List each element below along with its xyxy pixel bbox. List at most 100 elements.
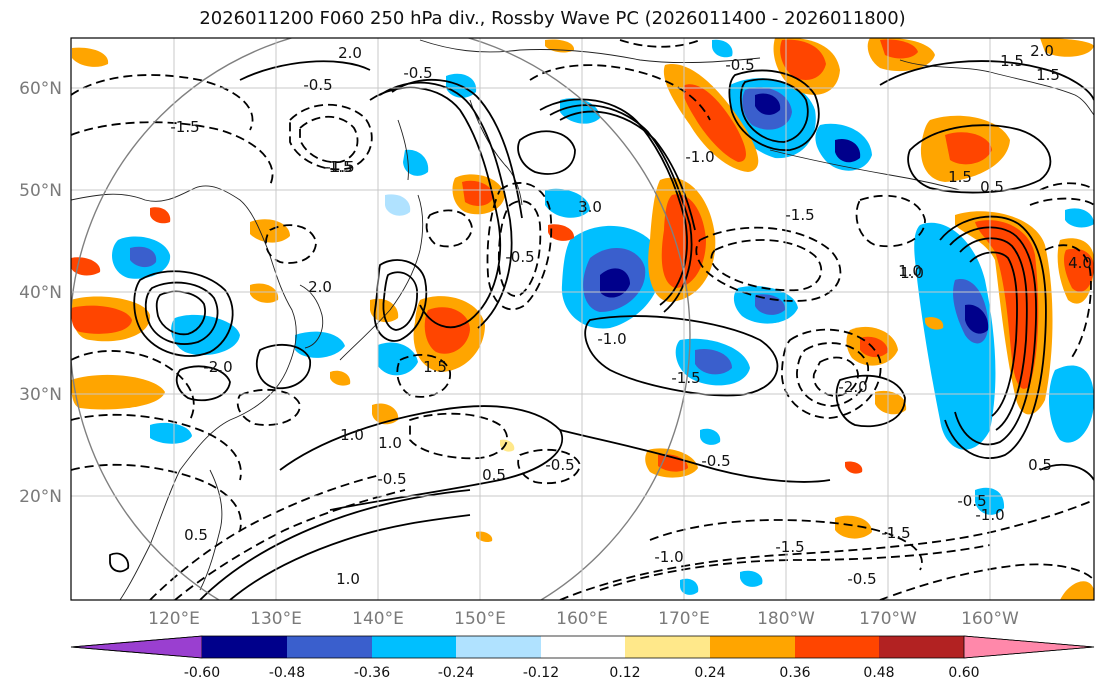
shade-neg-patch bbox=[680, 578, 699, 595]
coastline-korea bbox=[299, 284, 324, 349]
contour-label: -0.5 bbox=[847, 570, 876, 588]
shade-neg-patch bbox=[130, 246, 157, 268]
lat-axis: 60°N 50°N 40°N 30°N 20°N bbox=[19, 79, 62, 507]
contour-negative bbox=[559, 499, 1094, 600]
colorbar-label: 0.24 bbox=[694, 665, 725, 681]
contour-negative bbox=[1044, 244, 1092, 361]
contour-negative bbox=[710, 239, 823, 292]
contour-label: -2.0 bbox=[203, 358, 232, 376]
shade-neg-patch bbox=[965, 304, 989, 334]
contour-label: 1.0 bbox=[336, 570, 360, 588]
colorbar-label: 0.48 bbox=[863, 665, 894, 681]
contour-label: 3.0 bbox=[578, 198, 602, 216]
contour-positive bbox=[133, 270, 234, 357]
shade-pos-patch bbox=[72, 47, 109, 67]
contour-positive bbox=[879, 60, 1094, 101]
colorbar-segment bbox=[625, 636, 710, 658]
colorbar-outline bbox=[70, 635, 1095, 659]
colorbar-segment bbox=[541, 636, 625, 658]
contour-positive bbox=[109, 552, 130, 573]
shade-pos-patch bbox=[925, 317, 944, 330]
contour-label-layer: -0.5 -1.5 2.0 -0.5 -1.5 3.0 -1.0 -0.5 -1… bbox=[170, 42, 1092, 588]
shade-pos-patch bbox=[835, 515, 872, 539]
contour-label: 0.5 bbox=[980, 178, 1004, 196]
lon-tick: 170°W bbox=[859, 609, 917, 629]
contour-negative bbox=[299, 115, 359, 164]
shade-neg-patch bbox=[914, 222, 996, 450]
contour-label: -1.0 bbox=[654, 548, 683, 566]
contour-label: -1.5 bbox=[323, 158, 352, 176]
shade-neg-patch bbox=[755, 93, 781, 115]
contour-negative bbox=[649, 519, 923, 571]
shade-pos-patch bbox=[548, 224, 575, 241]
contour-label: 1.5 bbox=[948, 168, 972, 186]
contour-negative bbox=[71, 463, 242, 531]
shade-neg-patch bbox=[700, 428, 721, 445]
contour-positive bbox=[728, 69, 820, 151]
contour-negative bbox=[236, 388, 301, 426]
contour-positive bbox=[155, 290, 206, 336]
shade-neg-patch bbox=[378, 342, 418, 376]
contour-label: -1.5 bbox=[881, 524, 910, 542]
colorbar-min-extend bbox=[70, 635, 203, 659]
contour-label: 1.0 bbox=[900, 264, 924, 282]
shade-pos-patch bbox=[1040, 38, 1094, 57]
contour-label: 0.5 bbox=[1028, 456, 1052, 474]
contour-label: 2.0 bbox=[1030, 42, 1054, 60]
colorbar-segment bbox=[287, 636, 372, 658]
contour-negative bbox=[529, 64, 711, 121]
coastline-japan bbox=[339, 194, 424, 361]
shade-neg-patch bbox=[150, 422, 192, 444]
coastline-asia bbox=[71, 185, 297, 600]
colorbar-max-extend bbox=[963, 635, 1095, 659]
contour-negative bbox=[695, 226, 842, 302]
shade-pos-patch bbox=[71, 305, 132, 334]
lon-tick: 170°E bbox=[658, 609, 710, 629]
contour-label: 2.0 bbox=[308, 278, 332, 296]
contour-negative bbox=[486, 182, 553, 311]
colorbar-label: 0.36 bbox=[779, 665, 810, 681]
contour-label: -0.5 bbox=[403, 64, 432, 82]
lon-tick: 130°E bbox=[250, 609, 302, 629]
contour-label: -0.5 bbox=[377, 470, 406, 488]
colorbar-labels: -0.60 -0.48 -0.36 -0.24 -0.12 0.12 0.24 … bbox=[184, 665, 980, 681]
colorbar-segment bbox=[372, 636, 456, 658]
contour-positive bbox=[907, 124, 1052, 194]
shade-pos-patch bbox=[845, 461, 863, 474]
contour-label: -1.0 bbox=[685, 148, 714, 166]
lat-tick: 30°N bbox=[19, 385, 62, 405]
contour-label: 4.0 bbox=[1068, 254, 1092, 272]
lat-tick: 50°N bbox=[19, 181, 62, 201]
contour-negative bbox=[174, 489, 406, 600]
colorbar-label: -0.60 bbox=[184, 665, 220, 681]
contour-negative bbox=[796, 342, 869, 407]
contour-positive bbox=[549, 104, 693, 313]
contour-label: 1.0 bbox=[378, 434, 402, 452]
contour-label: -1.5 bbox=[775, 538, 804, 556]
contour-negative bbox=[781, 328, 882, 419]
colorbar-segment bbox=[879, 636, 964, 658]
contour-label: -0.5 bbox=[505, 248, 534, 266]
contour-negative bbox=[879, 563, 1094, 600]
shade-neg-patch bbox=[712, 39, 733, 58]
lon-tick: 160°E bbox=[556, 609, 608, 629]
coastline-layer bbox=[71, 39, 1094, 600]
contour-negative bbox=[289, 103, 373, 171]
contour-positive bbox=[959, 237, 1028, 431]
contour-label: -0.5 bbox=[303, 76, 332, 94]
lat-tick: 60°N bbox=[19, 79, 62, 99]
contour-label: -0.5 bbox=[545, 456, 574, 474]
shade-neg-patch bbox=[1048, 365, 1094, 443]
lat-tick: 20°N bbox=[19, 487, 62, 507]
shade-pos-patch bbox=[975, 220, 1039, 389]
shade-pos-patch bbox=[330, 370, 351, 386]
contour-positive bbox=[369, 86, 502, 329]
contour-label: -0.5 bbox=[957, 492, 986, 510]
contour-positive bbox=[175, 365, 231, 402]
colorbar-label: -0.24 bbox=[438, 665, 474, 681]
shading-layer bbox=[71, 38, 1094, 600]
contour-positive bbox=[379, 81, 513, 329]
coastline-sakhalin bbox=[397, 119, 409, 181]
contour-negative bbox=[265, 224, 317, 264]
